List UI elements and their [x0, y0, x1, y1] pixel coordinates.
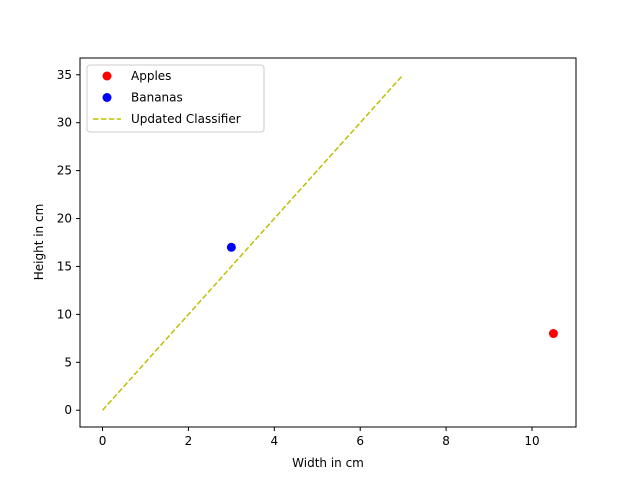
legend-box [86, 64, 265, 133]
data-point-apples [548, 329, 558, 339]
y-axis-label: Height in cm [32, 204, 46, 281]
y-tick-label: 25 [57, 164, 72, 178]
x-tick-label: 2 [185, 434, 193, 448]
x-tick-label: 0 [99, 434, 107, 448]
legend-label: Bananas [131, 91, 183, 105]
classifier-line [101, 74, 404, 411]
legend-marker [102, 71, 112, 81]
y-tick-label: 20 [57, 212, 72, 226]
legend: Apples Bananas Updated Classifier [86, 64, 265, 133]
y-tick-label: 0 [64, 403, 72, 417]
x-tick-label: 10 [524, 434, 539, 448]
y-tick-label: 10 [57, 307, 72, 321]
y-tick-label: 35 [57, 68, 72, 82]
ticks: 0 2 4 6 8 10 0 5 10 15 20 25 30 35 [57, 68, 540, 448]
x-tick-label: 8 [442, 434, 450, 448]
legend-label: Apples [131, 69, 171, 83]
legend-label: Updated Classifier [131, 112, 241, 126]
x-tick-label: 6 [356, 434, 364, 448]
y-tick-label: 30 [57, 116, 72, 130]
series-layer [101, 74, 558, 411]
data-point-bananas [226, 242, 236, 252]
x-axis-label: Width in cm [292, 456, 364, 470]
legend-marker [102, 93, 112, 102]
y-tick-label: 5 [64, 355, 72, 369]
x-tick-label: 4 [271, 434, 279, 448]
y-tick-label: 15 [57, 259, 72, 273]
